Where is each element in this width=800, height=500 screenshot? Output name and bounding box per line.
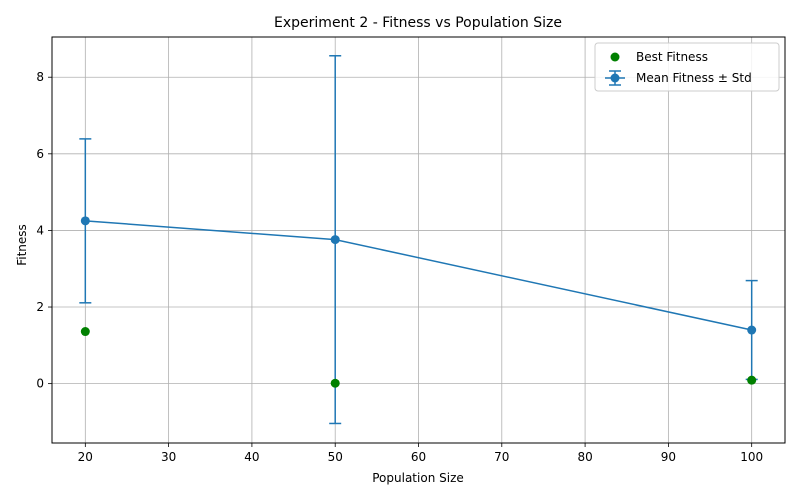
data-points [80, 216, 757, 388]
legend-marker-best [610, 52, 620, 62]
y-axis-label: Fitness [15, 224, 29, 266]
y-tick-label: 8 [36, 70, 44, 84]
legend-marker-mean [610, 73, 620, 83]
best-fitness-point [330, 378, 340, 388]
legend-entry-label: Mean Fitness ± Std [636, 71, 752, 85]
x-tick-label: 70 [494, 450, 509, 464]
legend-entry-label: Best Fitness [636, 50, 708, 64]
chart-title: Experiment 2 - Fitness vs Population Siz… [274, 15, 562, 31]
x-tick-label: 60 [411, 450, 426, 464]
mean-fitness-point [330, 235, 340, 245]
y-tick-label: 0 [36, 377, 44, 391]
legend-box [594, 42, 780, 92]
axis-ticks: 20 30 40 50 60 70 80 90 100 0 2 4 6 8 [36, 70, 763, 464]
x-tick-label: 90 [661, 450, 676, 464]
grid [52, 37, 785, 443]
mean-fitness-point [747, 325, 757, 335]
x-tick-label: 50 [328, 450, 343, 464]
x-tick-label: 40 [244, 450, 259, 464]
y-tick-label: 6 [36, 147, 44, 161]
y-tick-label: 4 [36, 223, 44, 237]
best-fitness-point [747, 375, 757, 385]
mean-fitness-point [80, 216, 90, 226]
x-tick-label: 80 [577, 450, 592, 464]
x-tick-label: 30 [161, 450, 176, 464]
y-tick-label: 2 [36, 300, 44, 314]
x-axis-label: Population Size [372, 471, 464, 485]
legend: Best Fitness Mean Fitness ± Std [594, 42, 780, 92]
best-fitness-point [80, 327, 90, 337]
x-tick-label: 20 [78, 450, 93, 464]
x-tick-label: 100 [740, 450, 763, 464]
